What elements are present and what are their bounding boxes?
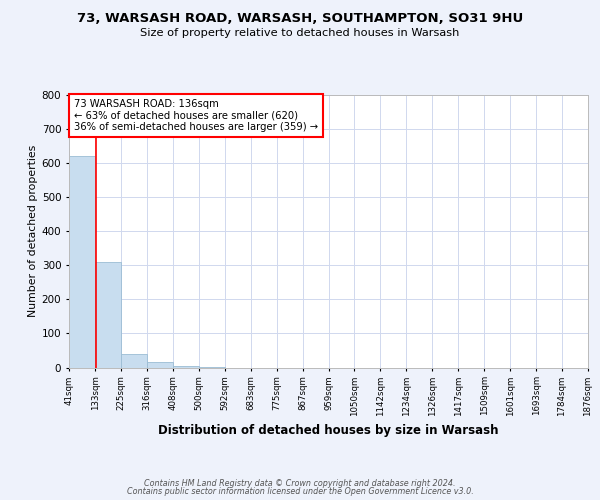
Text: 73, WARSASH ROAD, WARSASH, SOUTHAMPTON, SO31 9HU: 73, WARSASH ROAD, WARSASH, SOUTHAMPTON, … [77, 12, 523, 26]
Bar [121, 354, 147, 368]
Bar [95, 262, 121, 368]
Text: Contains HM Land Registry data © Crown copyright and database right 2024.: Contains HM Land Registry data © Crown c… [144, 478, 456, 488]
Bar [69, 156, 95, 368]
Bar [147, 362, 173, 368]
Bar [199, 367, 225, 368]
X-axis label: Distribution of detached houses by size in Warsash: Distribution of detached houses by size … [158, 424, 499, 437]
Bar [173, 366, 199, 368]
Text: Contains public sector information licensed under the Open Government Licence v3: Contains public sector information licen… [127, 487, 473, 496]
Y-axis label: Number of detached properties: Number of detached properties [28, 145, 38, 318]
Text: 73 WARSASH ROAD: 136sqm
← 63% of detached houses are smaller (620)
36% of semi-d: 73 WARSASH ROAD: 136sqm ← 63% of detache… [74, 99, 319, 132]
Text: Size of property relative to detached houses in Warsash: Size of property relative to detached ho… [140, 28, 460, 38]
